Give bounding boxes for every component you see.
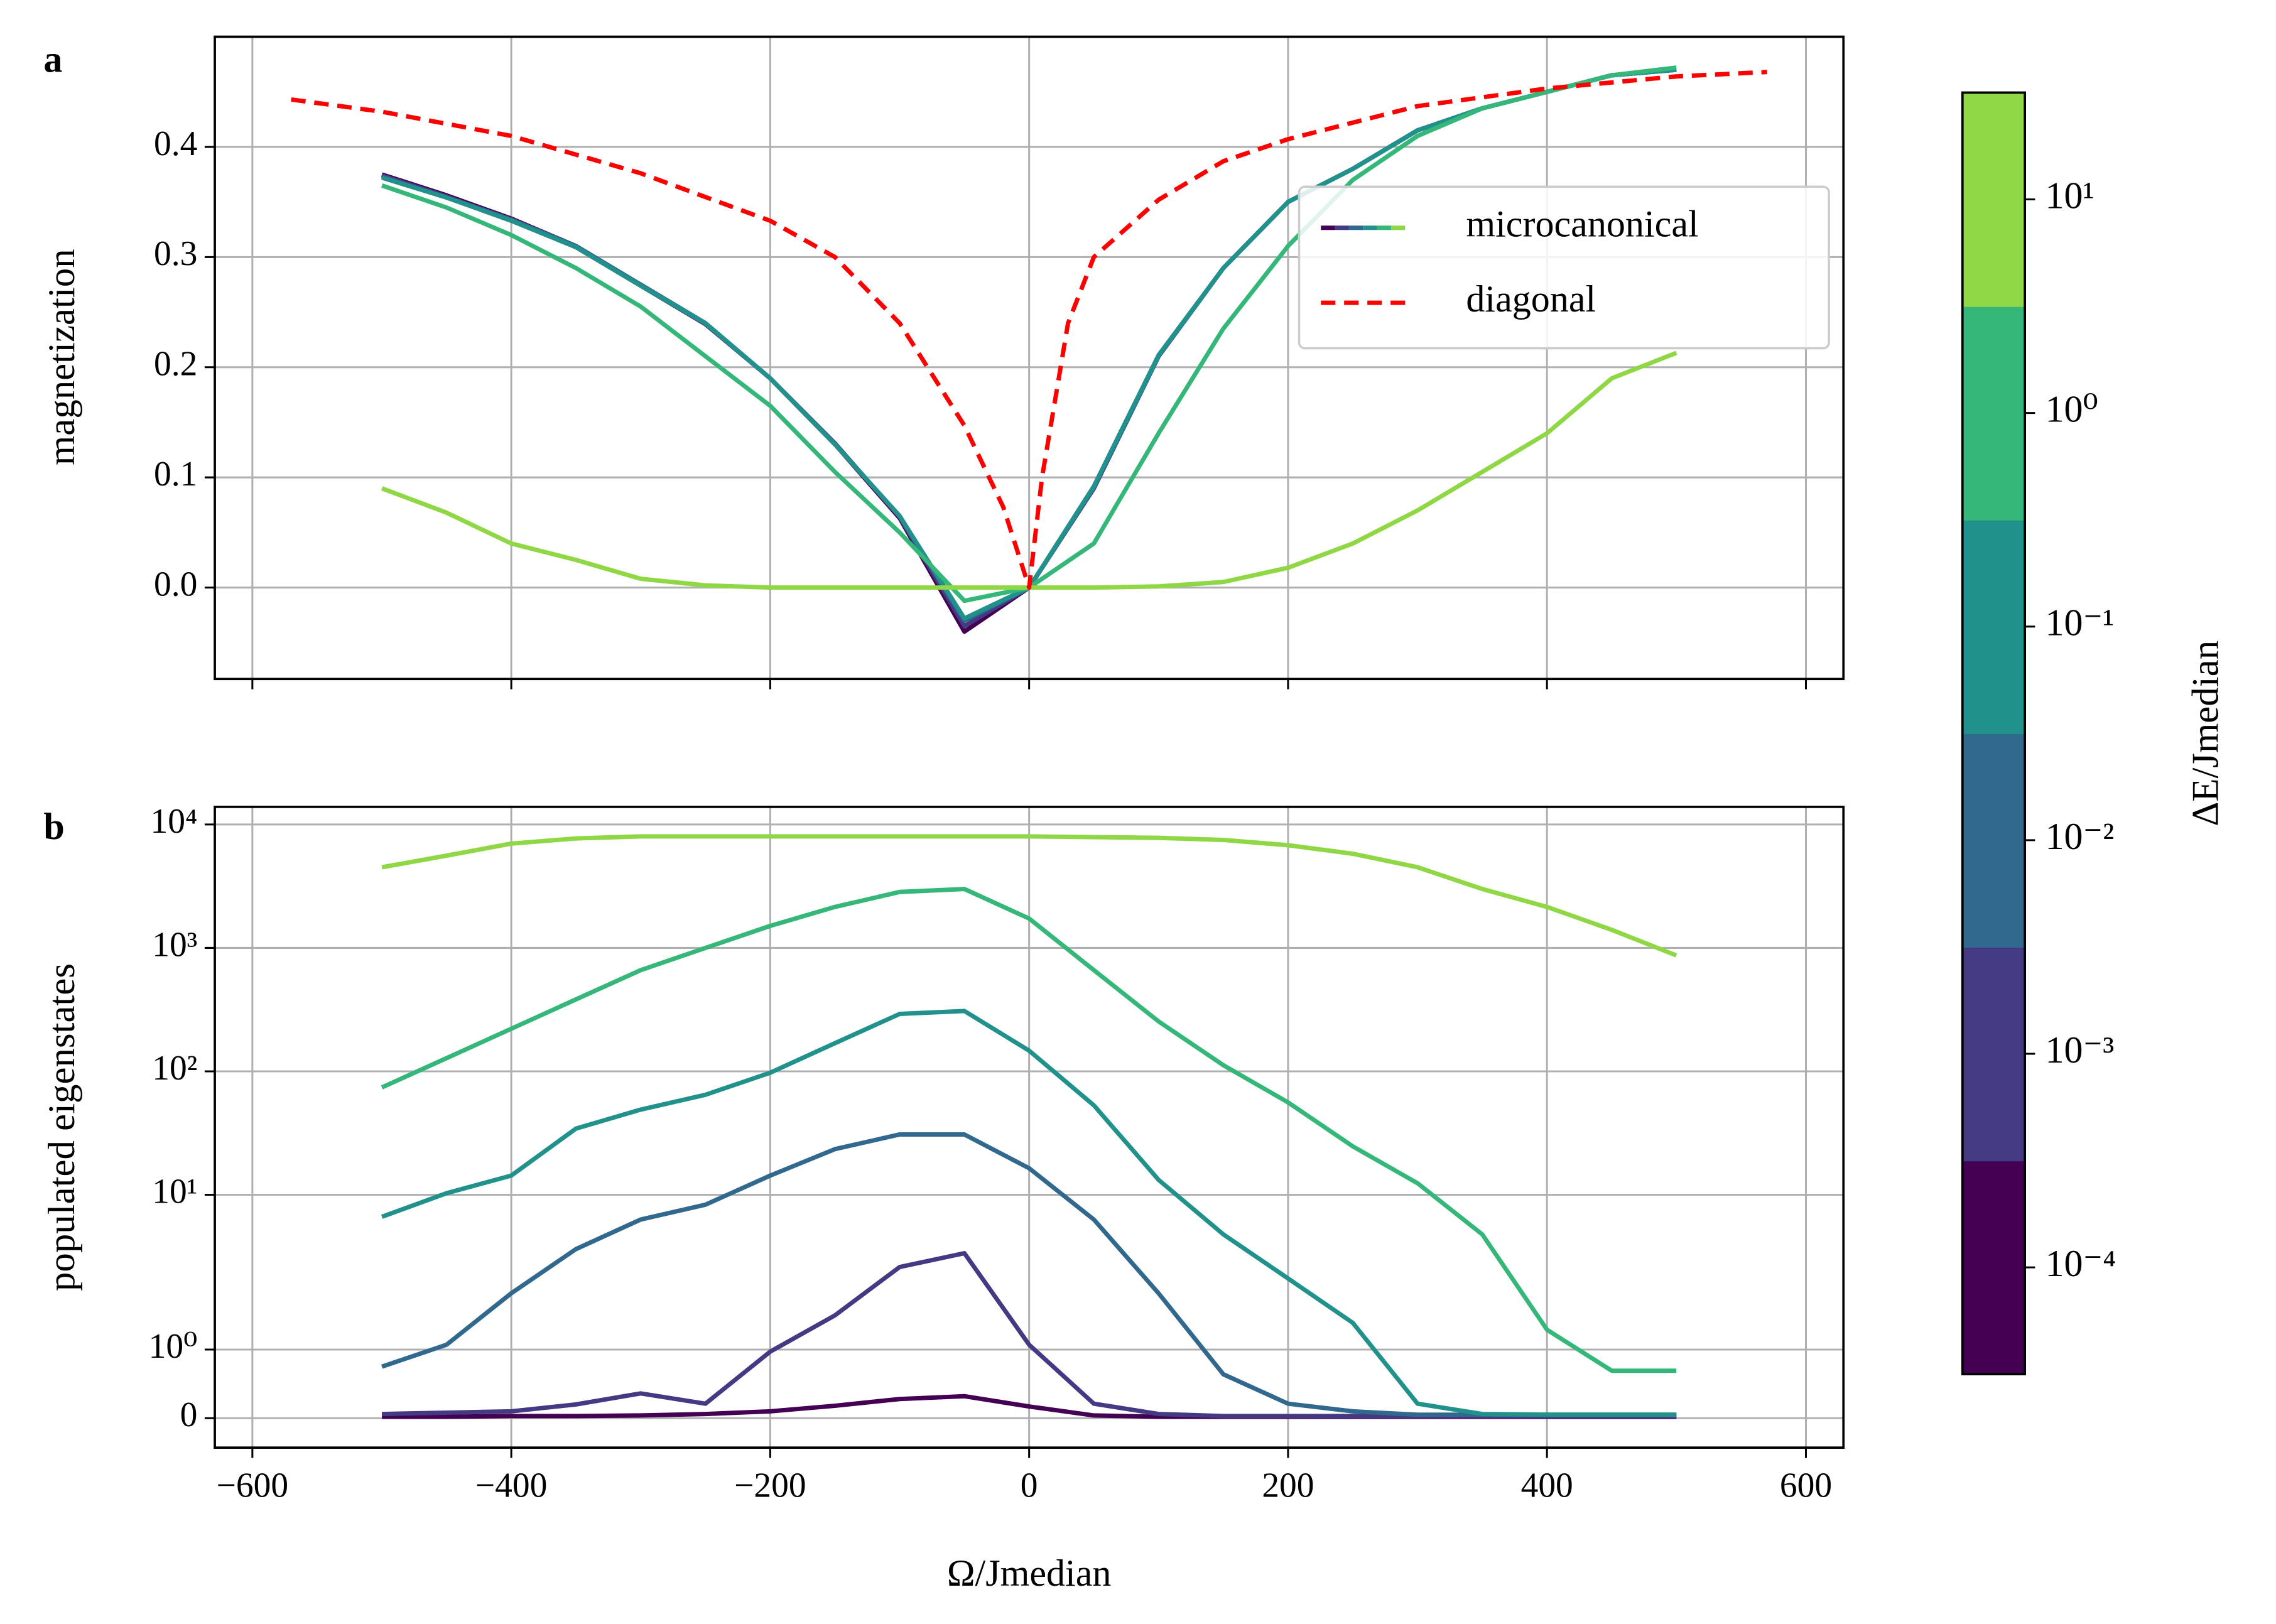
- data-line: [381, 1009, 1677, 1417]
- x-tick-label: −600: [217, 1466, 288, 1505]
- plot-area: [291, 65, 1767, 634]
- y-tick-label: 0.1: [154, 455, 197, 494]
- data-line: [381, 887, 1677, 1373]
- colorbar-tick-label: 10⁻⁴: [2046, 1243, 2116, 1285]
- data-line: [381, 1132, 1677, 1417]
- legend-label: microcanonical: [1466, 203, 1698, 245]
- colorbar-segment: [1962, 519, 2025, 734]
- colorbar-segment: [1962, 733, 2025, 948]
- panel-label: a: [43, 38, 62, 80]
- y-axis-label: magnetization: [41, 249, 83, 465]
- legend-label: diagonal: [1466, 278, 1596, 320]
- y-tick-label: 0: [180, 1395, 198, 1434]
- data-line: [381, 834, 1677, 958]
- y-tick-label: 10³: [152, 925, 197, 964]
- x-tick-label: 200: [1262, 1466, 1314, 1505]
- y-tick-label: 0.3: [154, 234, 197, 273]
- colorbar-tick-label: 10⁰: [2046, 388, 2098, 430]
- y-axis-label: populated eigenstates: [41, 963, 83, 1291]
- plot-area: [381, 834, 1677, 1419]
- panel-label: b: [43, 806, 64, 848]
- colorbar-tick-label: 10⁻²: [2046, 815, 2115, 857]
- y-tick-label: 10²: [152, 1049, 197, 1088]
- y-tick-label: 10⁰: [149, 1327, 198, 1366]
- y-tick-label: 10¹: [152, 1172, 197, 1211]
- data-line: [291, 70, 1767, 590]
- colorbar-segment: [1962, 1161, 2025, 1375]
- x-tick-label: −400: [475, 1466, 547, 1505]
- y-tick-label: 0.0: [154, 565, 197, 604]
- x-tick-label: 400: [1521, 1466, 1573, 1505]
- x-tick-label: −200: [734, 1466, 806, 1505]
- y-tick-label: 0.2: [154, 344, 197, 383]
- y-tick-label: 10⁴: [151, 802, 198, 841]
- colorbar-segment: [1962, 946, 2025, 1162]
- x-tick-label: 600: [1780, 1466, 1832, 1505]
- x-axis-label: Ω/Jmedian: [947, 1552, 1112, 1594]
- colorbar-tick-label: 10⁻³: [2046, 1029, 2115, 1071]
- colorbar-tick-label: 10¹: [2046, 175, 2094, 217]
- axes-frame: [214, 805, 1845, 1449]
- colorbar-frame: [1961, 91, 2027, 1376]
- colorbar-tick-label: 10⁻¹: [2046, 602, 2115, 644]
- y-tick-label: 0.4: [154, 124, 197, 163]
- x-tick-label: 0: [1021, 1466, 1038, 1505]
- axes-frame: [214, 35, 1845, 681]
- colorbar-segment: [1962, 306, 2025, 521]
- legend-box: [1298, 185, 1830, 350]
- colorbar-label: ΔE/Jmedian: [2185, 641, 2227, 826]
- colorbar-segment: [1962, 92, 2025, 307]
